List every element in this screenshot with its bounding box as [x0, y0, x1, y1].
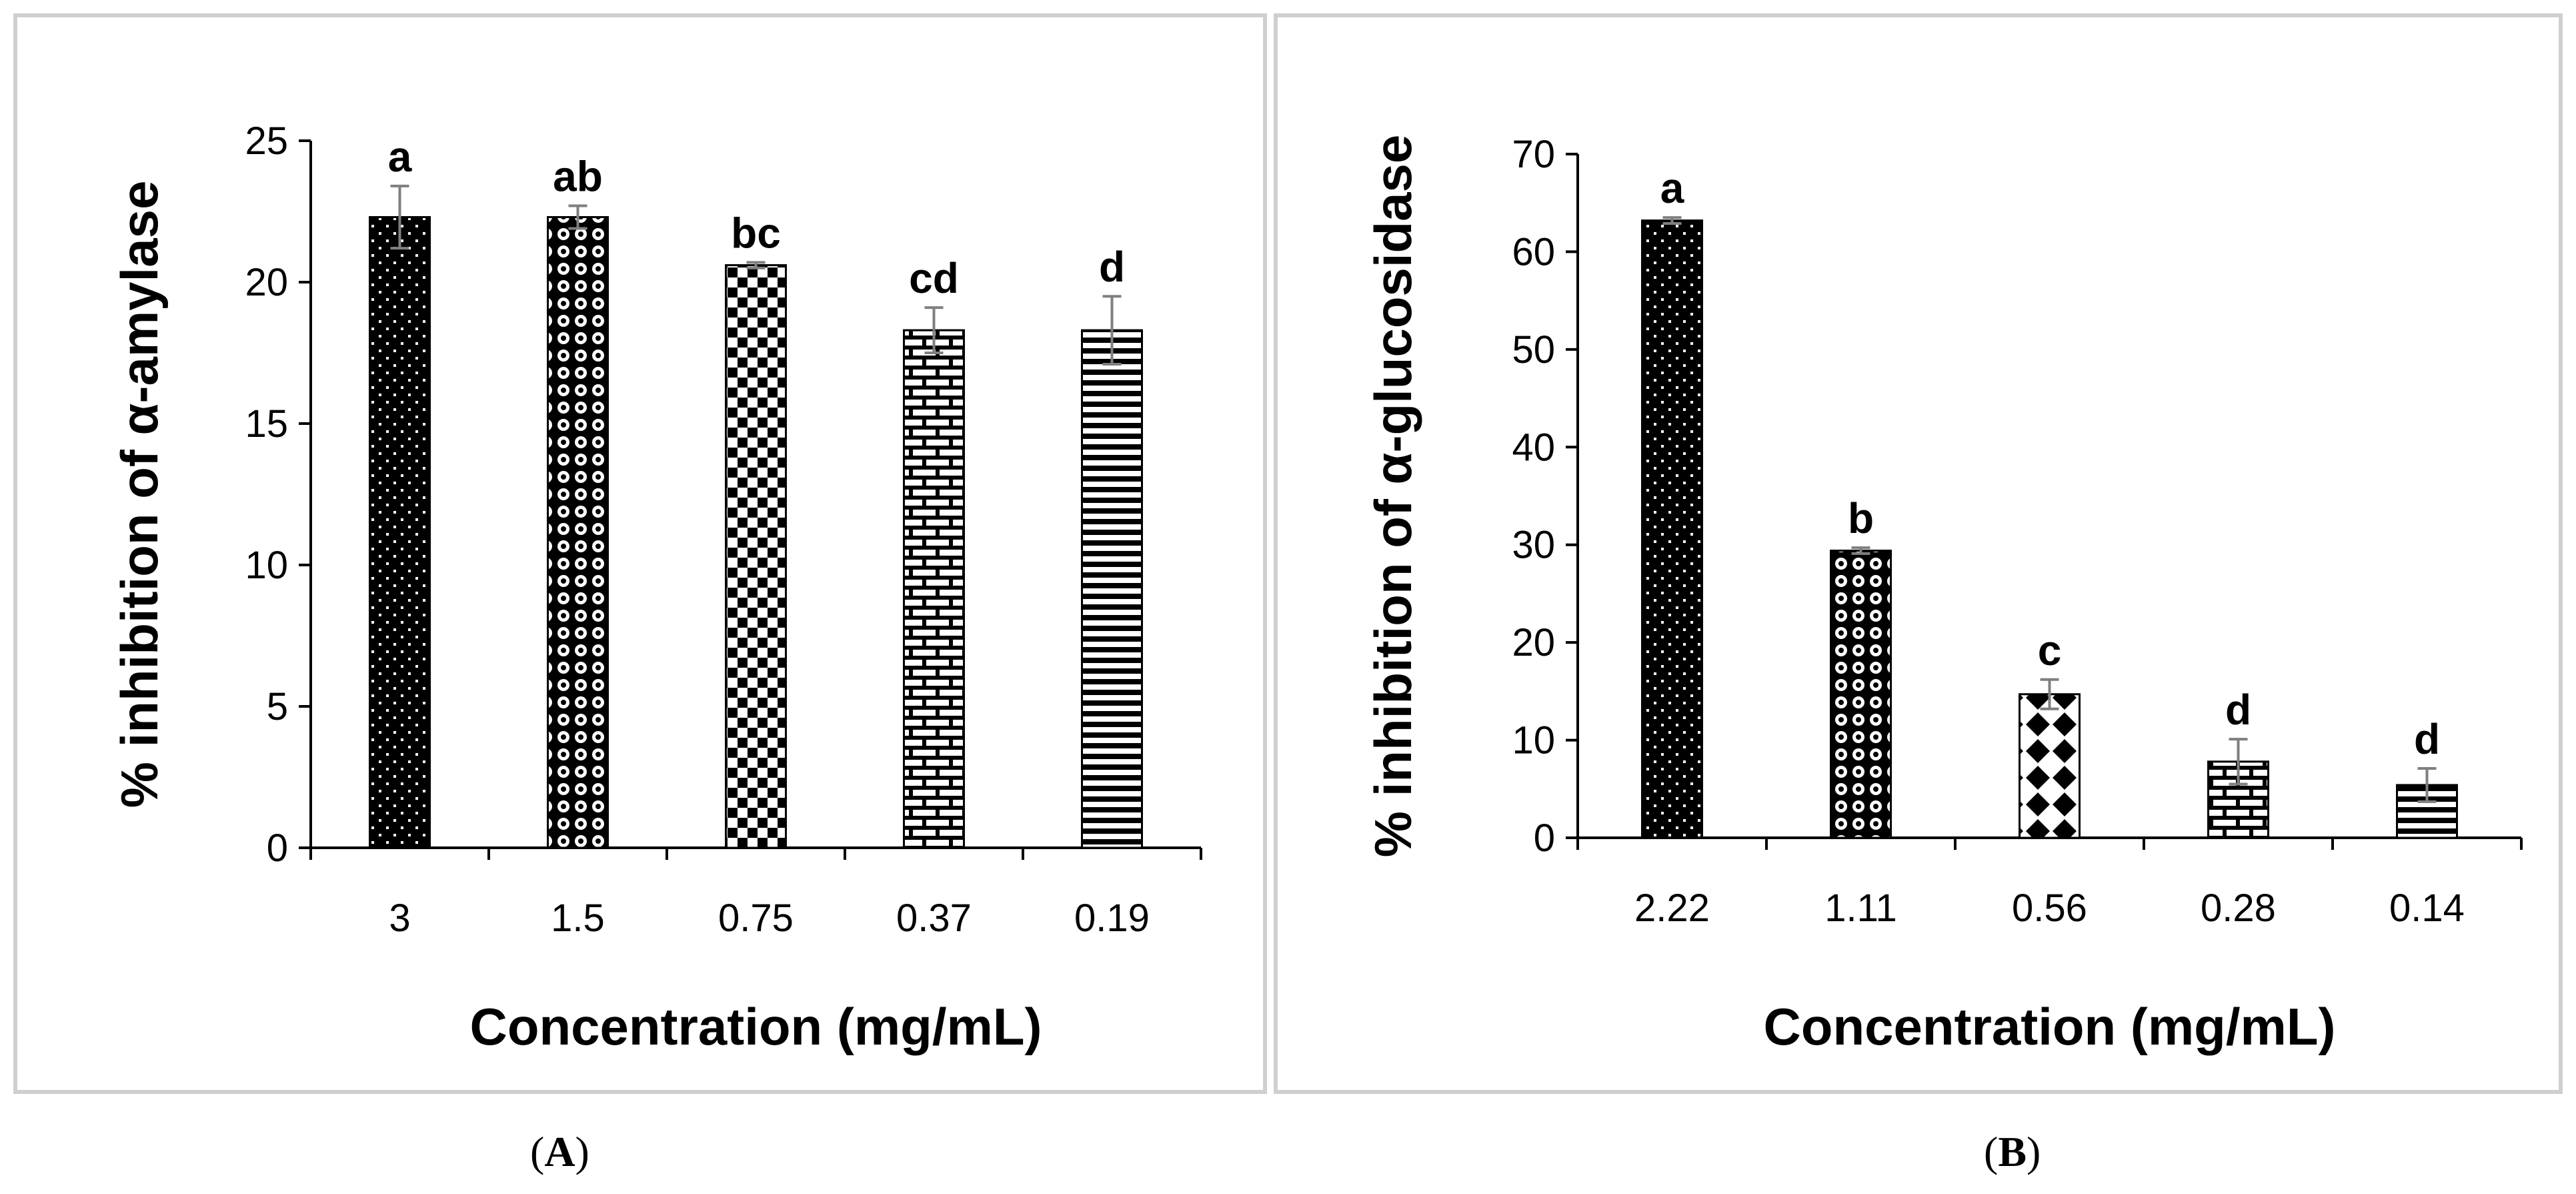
- significance-letter: ab: [553, 153, 603, 201]
- y-tick-label: 0: [267, 826, 288, 870]
- y-tick-label: 30: [1512, 524, 1555, 567]
- panel-b-caption: (B): [1984, 1128, 2041, 1175]
- x-tick-label: 0.75: [718, 897, 794, 940]
- y-tick-label: 15: [245, 402, 288, 446]
- x-tick-label: 2.22: [1634, 886, 1710, 930]
- y-tick-label: 5: [267, 685, 288, 728]
- error-bar: [2417, 767, 2437, 803]
- significance-letter: b: [1848, 494, 1874, 542]
- chart-a-svg: 0 5 10 15 20 25 a 3 ab 1.5 bc 0.75 cd 0.37 d 0.19 Concen…: [110, 119, 1202, 1056]
- x-axis-title: Concentration (mg/mL): [1764, 997, 2336, 1056]
- y-tick-label: 40: [1512, 426, 1555, 469]
- y-tick-label: 50: [1512, 328, 1555, 372]
- x-tick-label: 3: [389, 897, 410, 940]
- y-tick-label: 10: [1512, 719, 1555, 762]
- significance-letter: d: [2414, 715, 2440, 763]
- bar: [725, 264, 787, 849]
- significance-letter: c: [2038, 626, 2062, 674]
- y-tick-label: 10: [245, 544, 288, 587]
- bar: [903, 329, 965, 849]
- significance-letter: d: [2225, 686, 2251, 734]
- significance-letter: bc: [731, 209, 781, 257]
- bar: [2019, 693, 2081, 839]
- bar: [2207, 760, 2269, 839]
- error-bar: [1662, 216, 1682, 225]
- y-axis-title: % inhibition of α-glucosidase: [1364, 135, 1422, 858]
- x-axis-title: Concentration (mg/mL): [470, 997, 1042, 1056]
- x-tick-label: 1.11: [1824, 886, 1897, 930]
- significance-letter: a: [1660, 164, 1684, 212]
- error-bar: [746, 261, 766, 269]
- y-tick-label: 0: [1534, 816, 1555, 860]
- error-bar: [568, 204, 587, 230]
- chart-panel-a: 0 5 10 15 20 25 a 3 ab 1.5 bc 0.75 cd 0.37 d 0.19 Concen…: [13, 13, 1267, 1094]
- y-tick-label: 20: [245, 261, 288, 304]
- x-tick-label: 0.28: [2201, 886, 2276, 930]
- significance-letter: cd: [909, 254, 959, 302]
- x-tick-label: 1.5: [551, 897, 605, 940]
- y-tick-label: 70: [1512, 133, 1555, 176]
- error-bar: [2040, 678, 2059, 710]
- chart-b-svg: 0 10 20 30 40 50 60 70 a 2.22 b 1.11 c 0.56 d 0.28 d 0.14…: [1364, 133, 2523, 1056]
- error-bar: [2229, 738, 2248, 786]
- x-tick-label: 0.37: [896, 897, 972, 940]
- bar: [1830, 550, 1892, 839]
- bar: [1081, 329, 1143, 849]
- bar: [369, 215, 431, 849]
- bar: [547, 215, 609, 849]
- y-tick-label: 60: [1512, 230, 1555, 273]
- y-axis-title: % inhibition of α-amylase: [110, 181, 169, 808]
- error-bar: [390, 184, 409, 250]
- error-bar: [924, 306, 944, 354]
- error-bar: [1102, 295, 1122, 366]
- x-tick-label: 0.56: [2012, 886, 2087, 930]
- x-tick-label: 0.14: [2389, 886, 2465, 930]
- chart-panel-b: 0 10 20 30 40 50 60 70 a 2.22 b 1.11 c 0.56 d 0.28 d 0.14…: [1274, 13, 2563, 1094]
- error-bar: [1851, 546, 1870, 555]
- significance-letter: a: [388, 133, 412, 181]
- y-tick-label: 25: [245, 119, 288, 163]
- significance-letter: d: [1099, 243, 1125, 291]
- y-tick-label: 20: [1512, 621, 1555, 664]
- panel-a-caption: (A): [530, 1128, 589, 1175]
- bar: [1641, 219, 1703, 839]
- x-tick-label: 0.19: [1074, 897, 1150, 940]
